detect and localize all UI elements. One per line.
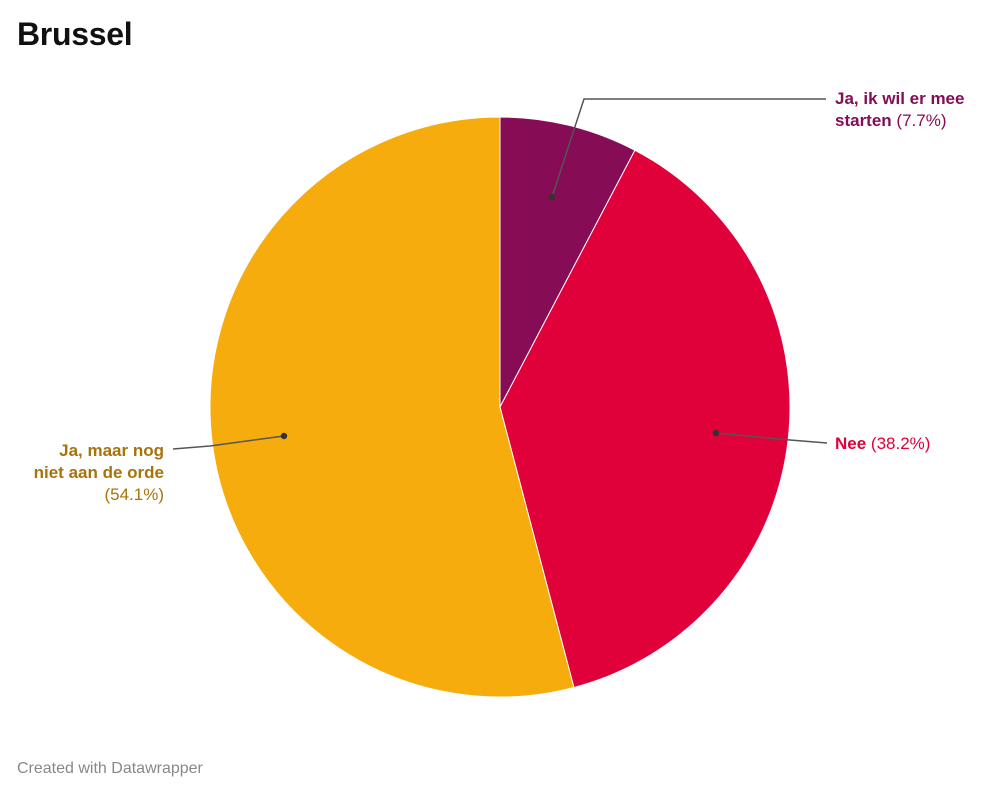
leader-line-ja-starten [551,98,826,198]
label-ja-maar-name-1: Ja, maar nog [59,441,164,460]
leader-line-nee [715,432,828,444]
leader-dot-ja-starten [548,193,556,201]
label-ja-starten-pct: (7.7%) [896,111,947,130]
pie-slices [209,116,791,698]
label-ja-starten-name-2: starten [835,111,892,130]
leader-dot-ja-maar [280,432,288,440]
label-ja-starten: Ja, ik wil er mee starten (7.7%) [835,88,964,132]
leader-dot-nee [712,429,720,437]
label-nee-name: Nee [835,434,867,453]
label-ja-starten-name-1: Ja, ik wil er mee [835,89,965,108]
slice-ja-starten [499,116,636,408]
slice-ja-maar [209,116,575,698]
leader-lines [172,98,828,450]
label-ja-maar-pct: (54.1%) [104,485,164,504]
label-nee-pct: (38.2%) [870,434,931,453]
label-ja-maar: Ja, maar nog niet aan de orde (54.1%) [34,440,164,506]
chart-title: Brussel [17,16,133,52]
footer-credit[interactable]: Created with Datawrapper [17,760,203,777]
label-ja-maar-name-2: niet aan de orde [33,463,164,482]
label-nee: Nee (38.2%) [835,433,930,455]
leader-line-ja-maar [172,435,285,450]
